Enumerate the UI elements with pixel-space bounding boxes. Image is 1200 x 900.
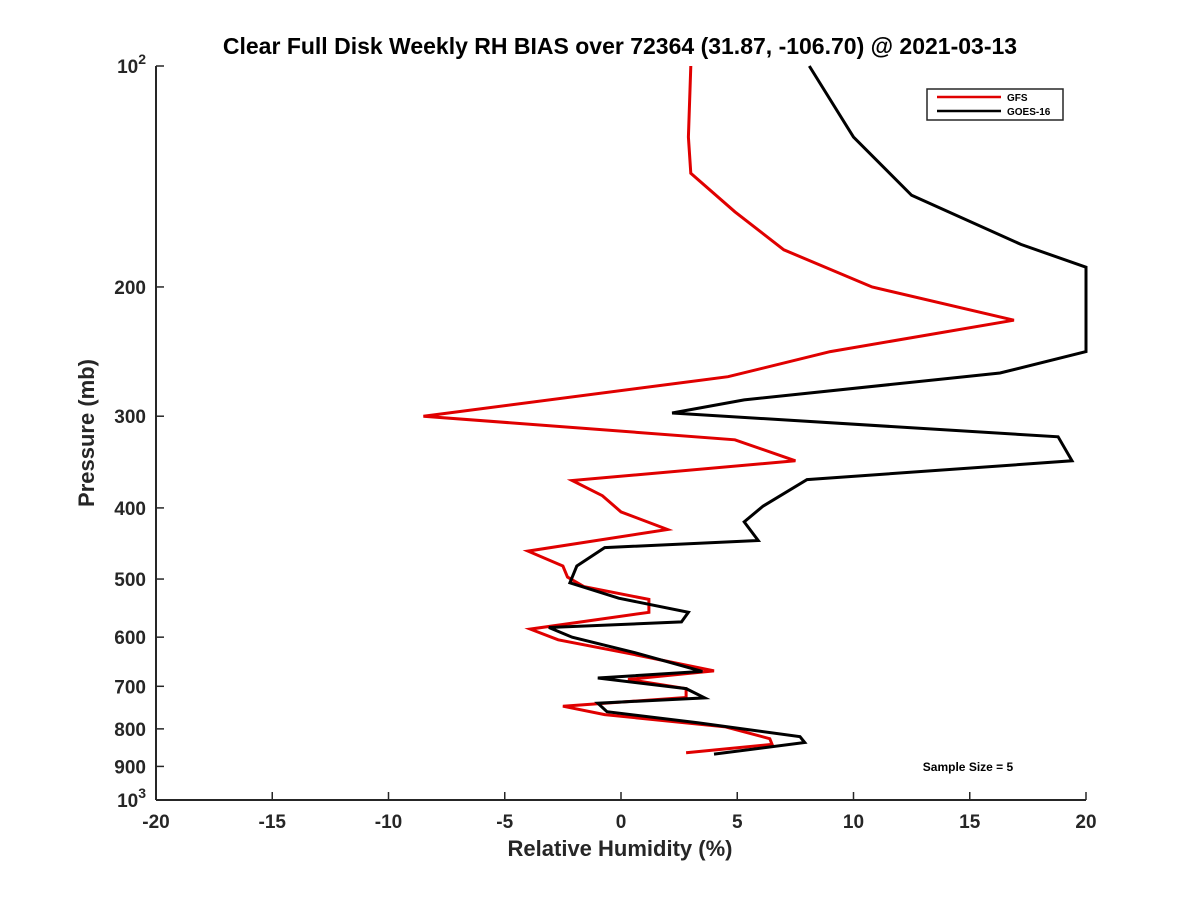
- data-series: [423, 65, 1088, 756]
- y-tick-label: 900: [114, 757, 146, 778]
- y-tick-label: 500: [114, 570, 146, 591]
- x-tick-label: 0: [616, 812, 627, 833]
- x-tick-label: -10: [375, 812, 402, 833]
- sample-size-annotation: Sample Size = 5: [923, 760, 1014, 774]
- y-tick-label: 102: [117, 51, 146, 78]
- x-tick-label: 5: [732, 812, 743, 833]
- y-tick-label: 400: [114, 499, 146, 520]
- x-tick-label: -5: [496, 812, 513, 833]
- x-tick-label: -15: [259, 812, 287, 833]
- y-tick-label: 700: [114, 677, 146, 698]
- legend-label-1: GOES-16: [1007, 107, 1051, 118]
- y-tick-label: 800: [114, 720, 146, 741]
- chart-title: Clear Full Disk Weekly RH BIAS over 7236…: [223, 33, 1017, 59]
- legend-label-0: GFS: [1007, 93, 1028, 104]
- y-axis-label: Pressure (mb): [74, 359, 99, 507]
- x-tick-label: -20: [142, 812, 169, 833]
- y-tick-label: 200: [114, 278, 146, 299]
- x-tick-label: 10: [843, 812, 864, 833]
- series-line-0: [423, 65, 1015, 755]
- axes-frame: [155, 66, 1086, 801]
- legend: GFS GOES-16: [926, 88, 1064, 121]
- x-axis-label: Relative Humidity (%): [508, 836, 733, 861]
- y-tick-label: 103: [117, 785, 146, 812]
- axis-ticks: -20 -15 -10 -5 0 5 10 15 20 102 200 300 400 500 600 700…: [114, 51, 1096, 833]
- x-tick-label: 20: [1075, 812, 1096, 833]
- y-tick-label: 600: [114, 628, 146, 649]
- y-tick-label: 300: [114, 407, 146, 428]
- series-line-1: [548, 65, 1088, 756]
- x-tick-label: 15: [959, 812, 981, 833]
- legend-box: [926, 88, 1064, 121]
